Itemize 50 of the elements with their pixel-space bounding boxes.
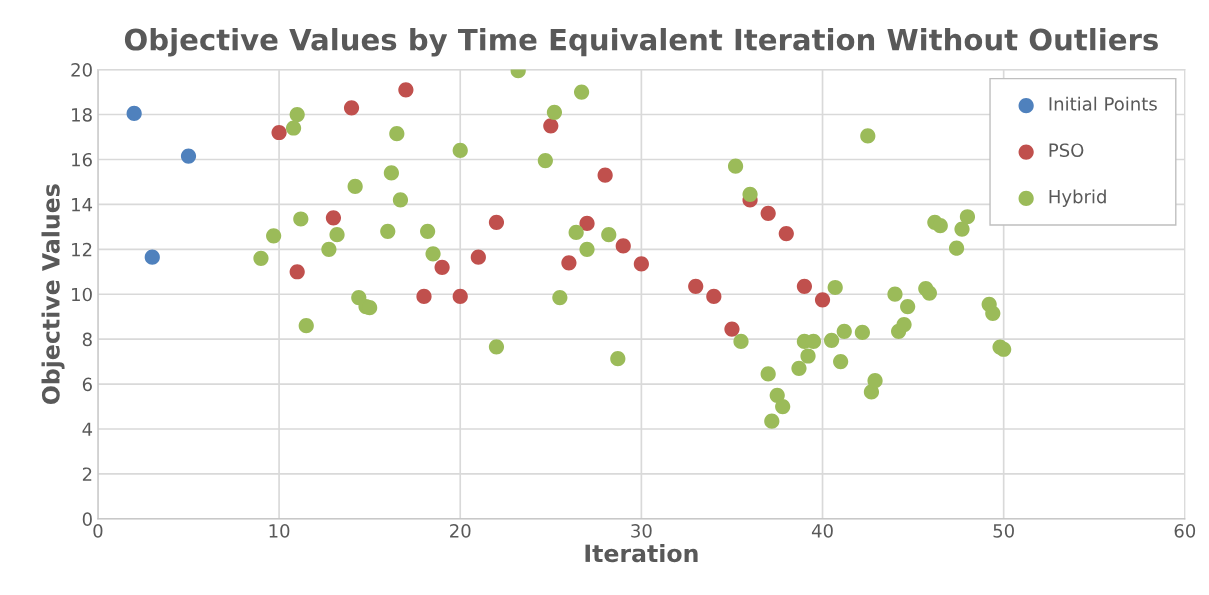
y-tick-label: 2 bbox=[82, 467, 92, 481]
x-tick-label: 60 bbox=[1174, 524, 1196, 538]
point bbox=[796, 278, 813, 294]
x-axis-title: Iteration bbox=[585, 543, 698, 563]
point bbox=[325, 210, 342, 226]
point bbox=[778, 225, 794, 242]
y-tick-label: 8 bbox=[82, 332, 92, 347]
point bbox=[615, 238, 631, 254]
point bbox=[688, 278, 704, 294]
point bbox=[543, 118, 559, 134]
point bbox=[434, 259, 450, 275]
x-tick-label: 30 bbox=[631, 524, 652, 538]
y-tick-label: 18 bbox=[72, 108, 92, 122]
point bbox=[814, 292, 831, 308]
point bbox=[579, 215, 595, 232]
point bbox=[452, 288, 468, 305]
y-tick-label: 4 bbox=[82, 422, 93, 436]
point bbox=[760, 205, 776, 221]
point bbox=[470, 249, 486, 265]
point bbox=[144, 249, 160, 265]
point bbox=[706, 288, 722, 305]
x-tick-label: 10 bbox=[269, 524, 290, 538]
point bbox=[561, 255, 577, 271]
point bbox=[398, 82, 414, 98]
y-tick-label: 16 bbox=[72, 152, 92, 167]
x-tick-label: 50 bbox=[993, 524, 1014, 538]
y-tick-label: 14 bbox=[72, 198, 93, 212]
legend-label: Initial Points bbox=[1049, 96, 1157, 111]
y-tick-label: 0 bbox=[82, 512, 92, 526]
point bbox=[289, 264, 305, 280]
x-tick-label: 40 bbox=[811, 524, 833, 538]
chart-title: Objective Values by Time Equivalent Iteration Without Outliers bbox=[124, 28, 1158, 57]
point bbox=[633, 256, 649, 272]
y-tick-label: 6 bbox=[82, 377, 92, 392]
point bbox=[724, 321, 740, 337]
y-tick-label: 20 bbox=[71, 63, 92, 77]
point bbox=[126, 105, 142, 122]
point bbox=[180, 148, 197, 164]
point bbox=[488, 214, 505, 230]
legend-label: PSO bbox=[1049, 143, 1084, 158]
point bbox=[343, 100, 360, 116]
x-tick-label: 0 bbox=[93, 524, 103, 538]
y-tick-label: 10 bbox=[72, 287, 92, 302]
point bbox=[416, 288, 432, 305]
legend-label: Hybrid bbox=[1049, 189, 1106, 207]
y-axis-title: Objective Values bbox=[41, 184, 65, 405]
point bbox=[597, 167, 613, 183]
x-tick-label: 20 bbox=[450, 524, 471, 538]
point bbox=[271, 124, 287, 141]
y-tick-label: 12 bbox=[72, 242, 92, 257]
